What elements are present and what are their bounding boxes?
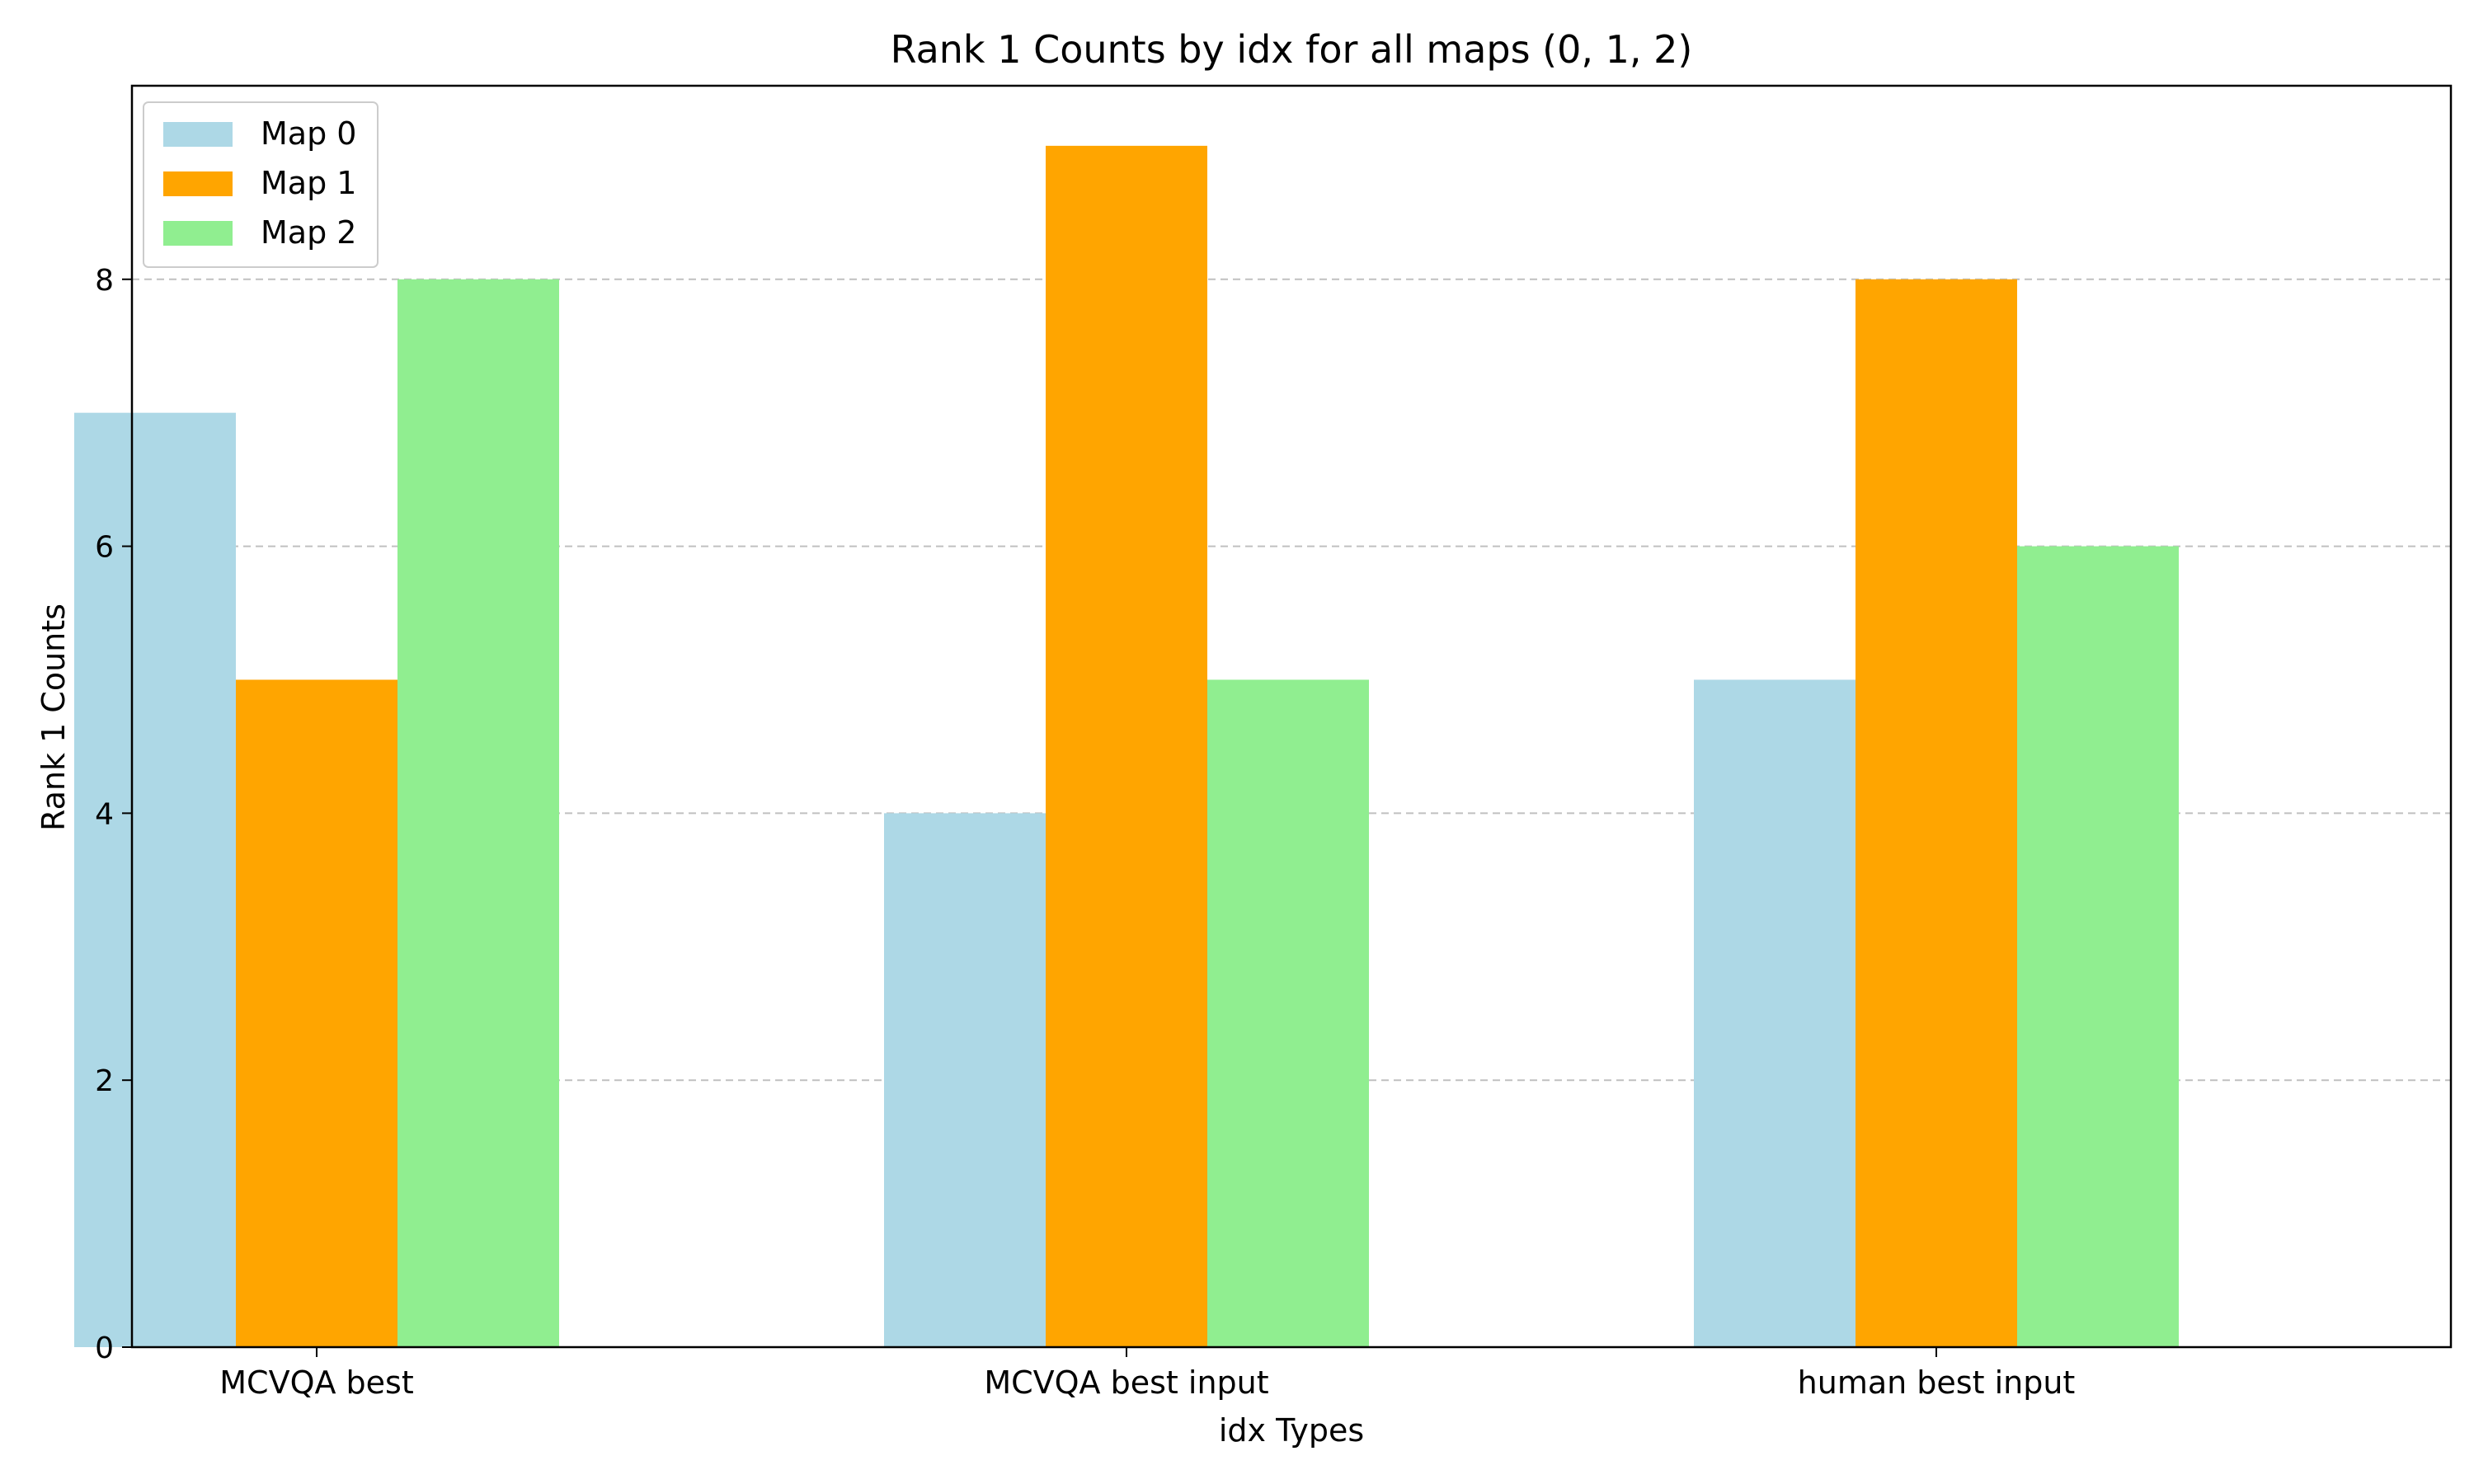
y-tick-label: 2 (95, 1064, 114, 1098)
legend-swatch (163, 171, 233, 196)
legend: Map 0 Map 1 Map 2 (143, 101, 379, 268)
bar (236, 679, 397, 1347)
legend-swatch (163, 221, 233, 246)
bar (1856, 279, 2017, 1347)
legend-label: Map 1 (261, 165, 356, 201)
y-axis-ticks: 0 2 4 6 8 (95, 264, 132, 1365)
y-tick-label: 4 (95, 797, 114, 831)
y-axis-label: Rank 1 Counts (35, 603, 72, 831)
bar (884, 813, 1046, 1347)
y-tick-label: 8 (95, 264, 114, 298)
bar (397, 279, 559, 1347)
bar (2017, 546, 2179, 1347)
bar (1207, 679, 1369, 1347)
y-tick-label: 0 (95, 1331, 114, 1365)
x-tick-label: human best input (1798, 1364, 2076, 1401)
bar (74, 412, 236, 1348)
y-tick-label: 6 (95, 531, 114, 565)
legend-items: Map 0 Map 1 Map 2 (163, 115, 356, 251)
x-axis-ticks: MCVQA best MCVQA best input human best inp… (219, 1347, 2075, 1401)
bar (1046, 145, 1207, 1347)
x-tick-label: MCVQA best input (984, 1364, 1268, 1401)
legend-label: Map 2 (261, 214, 356, 251)
bars (74, 145, 2179, 1348)
legend-label: Map 0 (261, 115, 356, 152)
plot-frame (130, 84, 2453, 1349)
x-axis-label: idx Types (1219, 1412, 1364, 1449)
x-tick-label: MCVQA best (219, 1364, 414, 1401)
bar (1694, 679, 1856, 1347)
chart-title: Rank 1 Counts by idx for all maps (0, 1,… (891, 27, 1693, 72)
legend-swatch (163, 122, 233, 147)
